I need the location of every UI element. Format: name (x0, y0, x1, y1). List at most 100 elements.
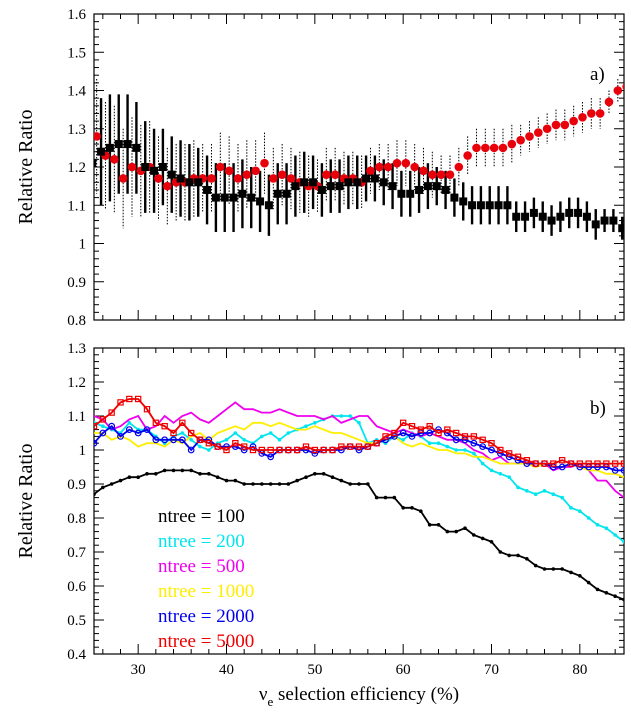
data-point (99, 429, 107, 437)
data-point (523, 457, 531, 464)
data-point (410, 506, 414, 510)
data-point (485, 201, 494, 210)
data-point (551, 492, 556, 497)
data-point (569, 116, 578, 126)
data-point (269, 174, 278, 183)
data-point (620, 460, 624, 467)
data-point (481, 143, 490, 153)
data-point (488, 446, 495, 454)
data-point (203, 185, 212, 194)
data-point (291, 182, 300, 191)
data-point (578, 112, 587, 122)
data-point (134, 395, 142, 403)
data-point (101, 424, 105, 429)
data-point (489, 143, 499, 153)
data-point (454, 529, 458, 534)
data-point (463, 151, 472, 160)
y-tick-label: 0.8 (67, 511, 86, 527)
data-point (582, 212, 591, 221)
x-tick-label: 60 (396, 662, 411, 678)
panel-a: 0.8 0.9 1 1.1 1.2 1.3 1.4 1.5 1.6 Relative Ratio a… (15, 7, 625, 329)
data-point (194, 178, 203, 187)
data-point (586, 580, 591, 585)
data-point (167, 170, 176, 179)
data-point (256, 197, 265, 206)
data-point (277, 170, 287, 179)
y-tick-label: 1.2 (67, 160, 86, 176)
data-point (565, 208, 574, 217)
legend-entry: ntree = 100 (158, 506, 245, 527)
data-point (488, 440, 495, 447)
x-tick-label: 50 (307, 662, 322, 678)
data-point (309, 178, 318, 187)
data-point (143, 406, 151, 413)
data-point (533, 492, 538, 497)
data-point (282, 189, 291, 198)
data-point (595, 587, 600, 592)
data-point (397, 189, 406, 198)
data-point (391, 429, 398, 437)
data-point (317, 185, 326, 194)
data-point (591, 220, 600, 229)
data-point (229, 193, 238, 202)
data-point (313, 472, 317, 476)
data-point (196, 436, 204, 444)
data-point (534, 128, 543, 137)
data-point (339, 478, 344, 483)
data-point (436, 441, 441, 446)
data-point (399, 419, 407, 427)
data-point (267, 453, 275, 461)
data-point (470, 433, 478, 440)
data-point (158, 163, 167, 171)
data-point (362, 174, 371, 183)
data-point (516, 553, 520, 558)
data-point (224, 166, 234, 176)
data-point (180, 468, 185, 473)
data-point (516, 135, 525, 145)
y-tick-label: 1.3 (67, 122, 86, 138)
series-line (94, 421, 624, 479)
data-point (247, 193, 256, 202)
data-point (105, 143, 114, 152)
data-point (613, 86, 623, 95)
data-point (94, 439, 98, 447)
data-point (311, 446, 319, 454)
data-point (427, 523, 432, 527)
data-point (187, 429, 195, 437)
data-point (285, 446, 292, 454)
panel-label: a) (590, 64, 605, 85)
data-point (445, 444, 450, 449)
data-point (532, 460, 539, 467)
data-point (480, 461, 485, 466)
data-point (379, 178, 388, 187)
data-point (498, 143, 508, 153)
data-point (286, 431, 291, 435)
data-point (611, 467, 619, 474)
legend: ntree = 100 ntree = 200 ntree = 500 ntree =… (158, 506, 254, 652)
legend-entry: ntree = 5000 (158, 631, 254, 652)
data-point (108, 409, 115, 416)
data-point (205, 440, 213, 447)
data-point (525, 557, 529, 561)
data-point (322, 170, 331, 179)
data-point (335, 182, 344, 191)
data-point (444, 426, 451, 433)
series-0 (94, 468, 624, 602)
data-point (388, 182, 397, 191)
data-point (338, 443, 345, 450)
data-point (249, 446, 257, 454)
data-point (604, 97, 614, 107)
data-point (417, 426, 425, 433)
data-point (454, 162, 464, 172)
y-tick-label: 1.6 (67, 7, 86, 23)
data-point (472, 451, 476, 456)
data-point (187, 446, 195, 454)
data-point (613, 533, 617, 537)
data-point (392, 495, 397, 500)
data-point (382, 433, 389, 440)
data-point (408, 423, 416, 430)
data-point (152, 436, 160, 444)
data-point (304, 424, 308, 429)
data-point (330, 170, 340, 179)
data-point (118, 478, 123, 483)
